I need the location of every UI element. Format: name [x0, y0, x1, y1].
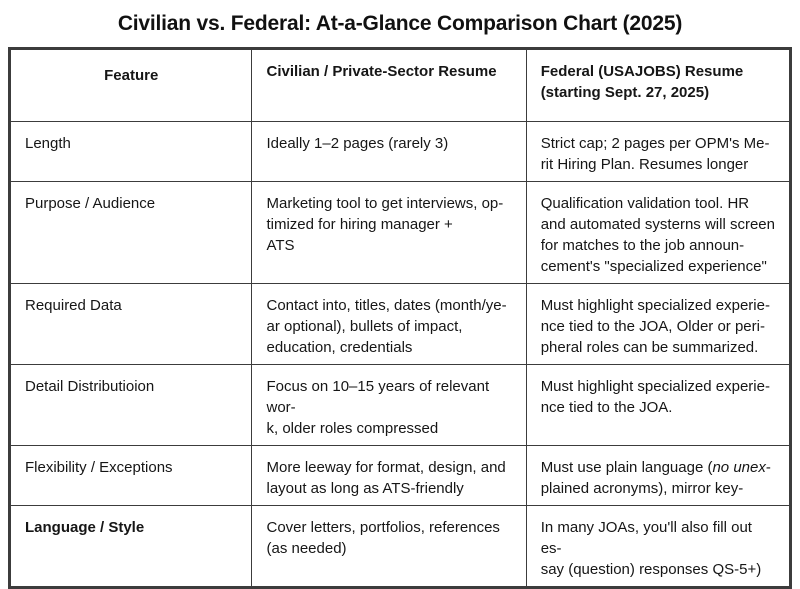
feature-cell: Purpose / Audience: [9, 181, 253, 284]
text-run: - plained acronyms), mirror key-: [540, 459, 771, 497]
table-row: Detail Distributioion Focus on 10–15 yea…: [9, 364, 791, 446]
federal-cell: Must use plain language (no unex- plaine…: [525, 445, 791, 506]
federal-cell: Strict cap; 2 pages per OPM's Me- rit Hi…: [525, 121, 791, 182]
civilian-cell: Focus on 10–15 years of relevant wor- k,…: [251, 364, 527, 446]
table-row: Length Ideally 1–2 pages (rarely 3) Stri…: [9, 121, 791, 182]
civilian-cell: Ideally 1–2 pages (rarely 3): [251, 121, 527, 182]
comparison-table-grid: Feature Civilian / Private-Sector Resume…: [9, 49, 791, 587]
text-run: Must use plain language (: [540, 459, 713, 476]
civilian-cell: Marketing tool to get interviews, op- ti…: [251, 181, 527, 284]
header-feature: Feature: [9, 49, 253, 122]
page-title: Civilian vs. Federal: At-a-Glance Compar…: [117, 12, 683, 35]
feature-cell: Language / Style: [9, 505, 253, 587]
civilian-cell: More leeway for format, design, and layo…: [251, 445, 527, 506]
header-civilian: Civilian / Private-Sector Resume: [251, 49, 527, 122]
header-row: Feature Civilian / Private-Sector Resume…: [9, 49, 791, 122]
table-row: Purpose / Audience Marketing tool to get…: [9, 181, 791, 284]
table-header: Feature Civilian / Private-Sector Resume…: [9, 49, 791, 122]
civilian-cell: Cover letters, portfolios, references (a…: [251, 505, 527, 587]
federal-cell: Qualification validation tool. HR and au…: [525, 181, 791, 284]
table-row: Required Data Contact into, titles, date…: [9, 283, 791, 365]
comparison-table: Feature Civilian / Private-Sector Resume…: [8, 47, 792, 589]
table-row: Flexibility / Exceptions More leeway for…: [9, 445, 791, 506]
federal-cell: Must highlight specialized experie- nce …: [525, 364, 791, 446]
header-federal: Federal (USAJOBS) Resume (starting Sept.…: [525, 49, 791, 122]
civilian-cell: Contact into, titles, dates (month/ye- a…: [251, 283, 527, 365]
federal-cell: In many JOAs, you'll also fill out es- s…: [525, 505, 791, 587]
italic-text-run: no unex: [712, 459, 766, 476]
federal-cell: Must highlight specialized experie- nce …: [525, 283, 791, 365]
feature-cell: Detail Distributioion: [9, 364, 253, 446]
feature-cell: Length: [9, 121, 253, 182]
feature-cell: Required Data: [9, 283, 253, 365]
table-body: Length Ideally 1–2 pages (rarely 3) Stri…: [9, 121, 791, 587]
feature-cell: Flexibility / Exceptions: [9, 445, 253, 506]
table-row: Language / Style Cover letters, portfoli…: [9, 505, 791, 587]
